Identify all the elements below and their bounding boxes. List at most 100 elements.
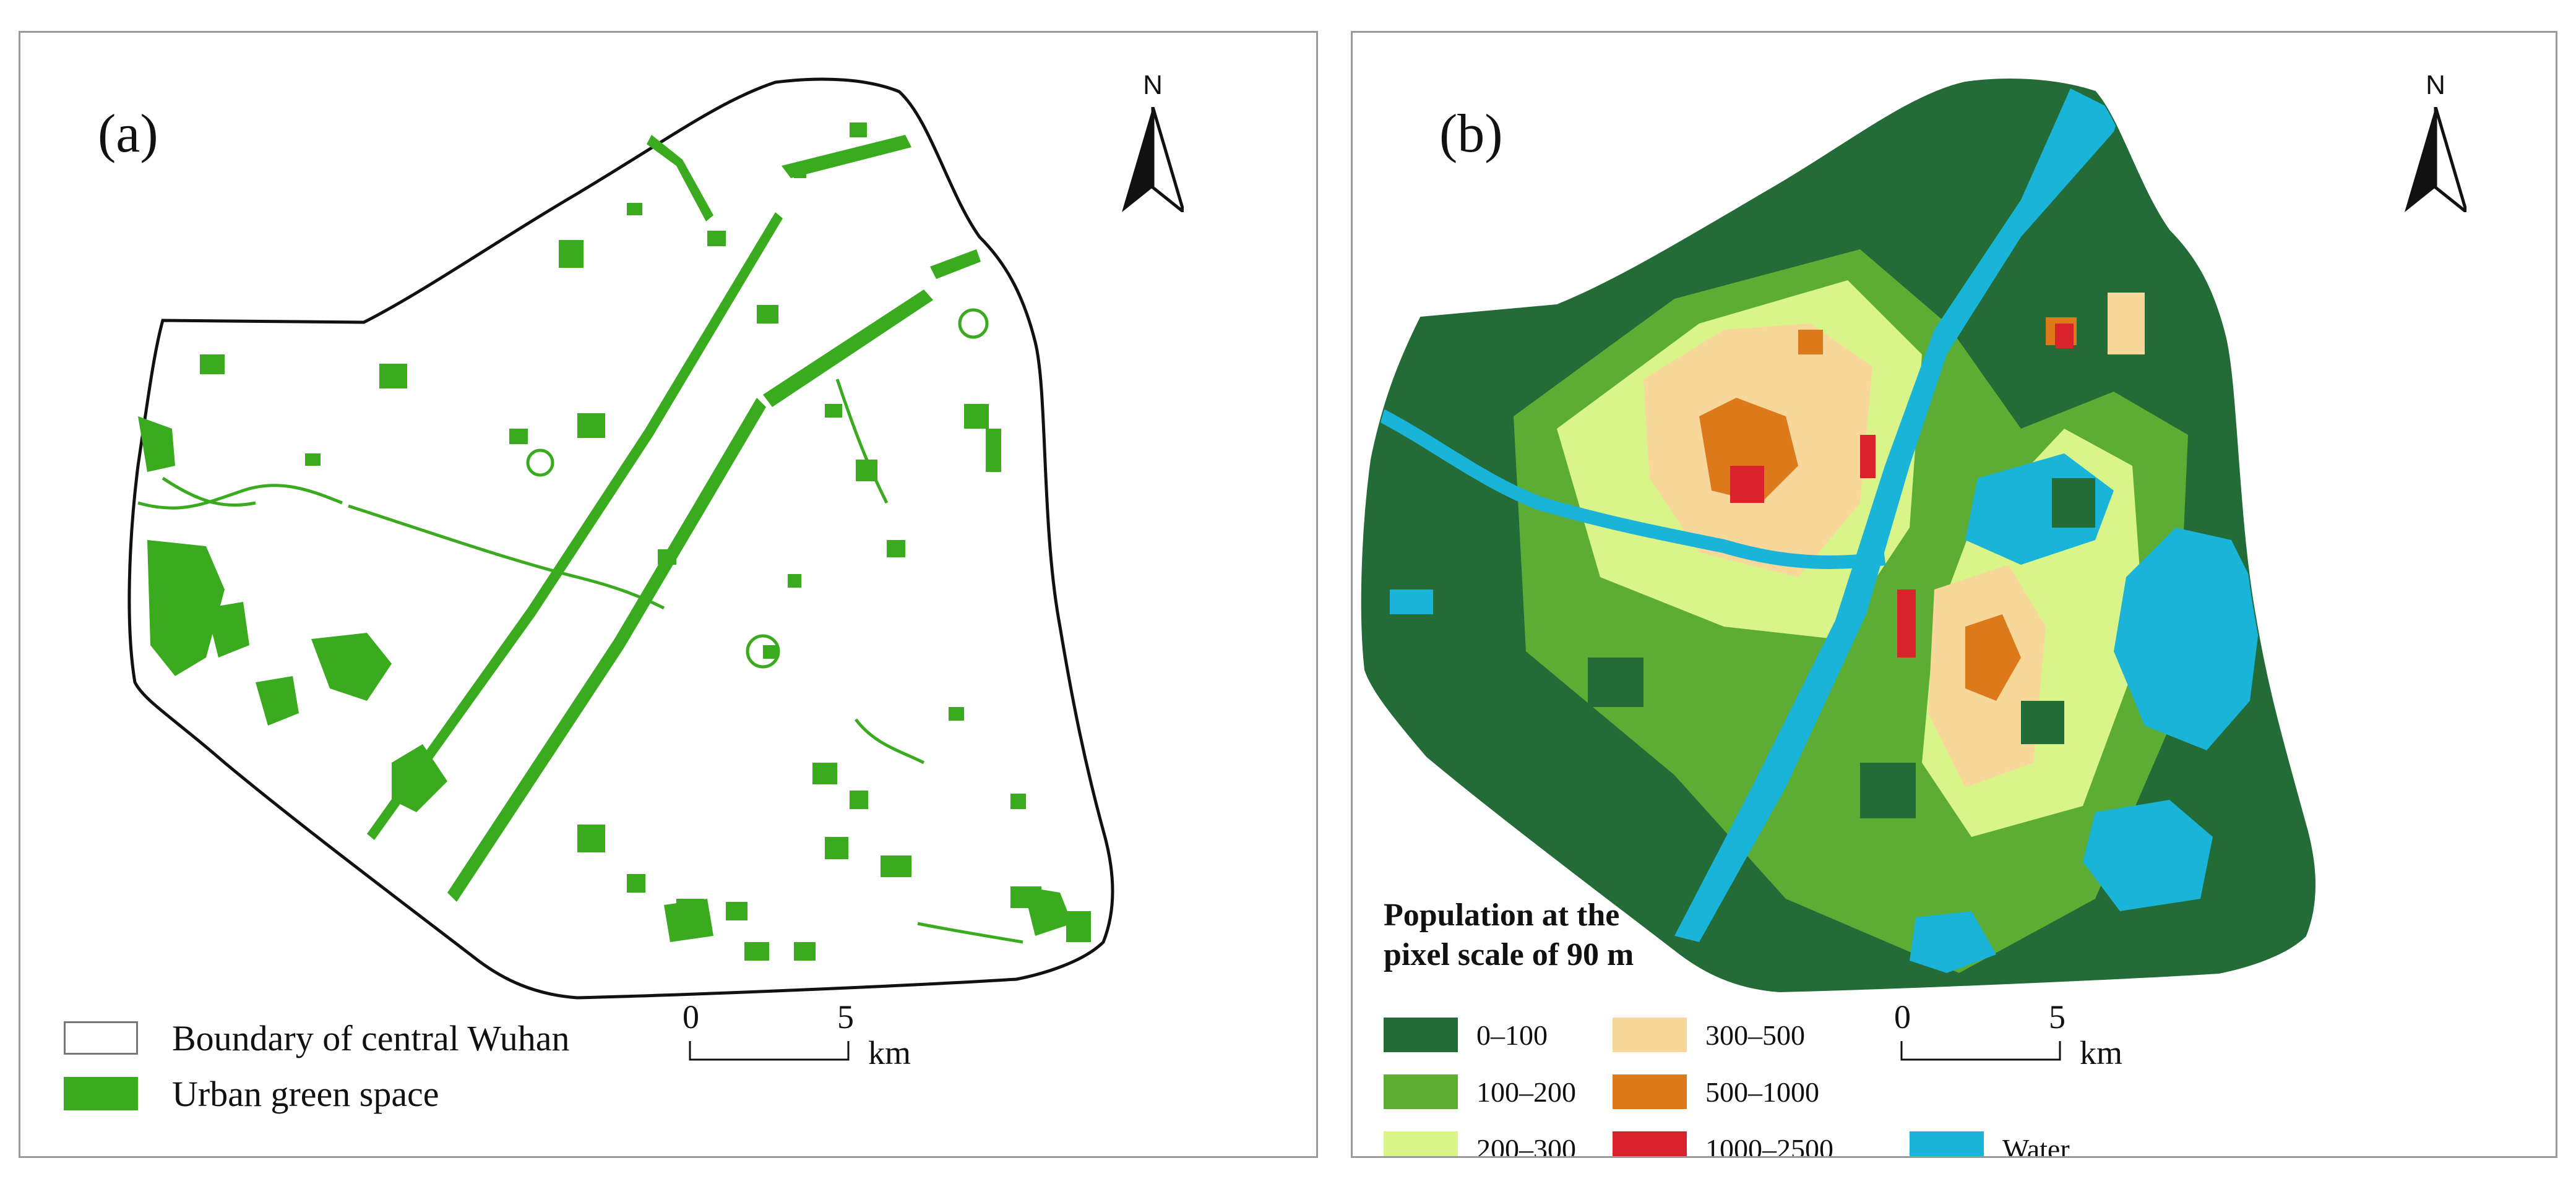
- panel-b: (b) N: [1351, 31, 2557, 1158]
- patch: [664, 899, 713, 942]
- wuhan-boundary: [127, 77, 1114, 1000]
- scale-bar-b: 0 5 km: [1894, 998, 2142, 1097]
- patch: [757, 305, 778, 324]
- patch: [850, 122, 867, 137]
- patch: [256, 676, 299, 726]
- patch: [788, 574, 801, 588]
- green-space-swatch: [64, 1077, 138, 1110]
- water-label: Water: [2002, 1133, 2070, 1158]
- north-label-b: N: [2426, 70, 2445, 100]
- legend-item-class-5: 1000–2500: [1613, 1127, 1833, 1158]
- green-space-patches: [138, 122, 1091, 961]
- patch: [658, 549, 676, 565]
- panel-letter-a: (a): [98, 104, 158, 164]
- patch-west-1: [147, 540, 225, 676]
- patch: [311, 633, 392, 701]
- boundary-swatch: [64, 1021, 138, 1055]
- patch: [763, 645, 778, 659]
- class-swatch: [1384, 1131, 1458, 1156]
- patch: [726, 902, 747, 920]
- patch: [825, 404, 842, 418]
- scale-bar-line-a: [689, 1041, 850, 1061]
- class-label: 100–200: [1476, 1076, 1576, 1108]
- class-label: 300–500: [1705, 1019, 1805, 1051]
- class-swatch: [1384, 1074, 1458, 1109]
- panel-letter-b: (b): [1439, 104, 1503, 164]
- water-swatch: [1910, 1131, 1984, 1156]
- scale-unit-a: km: [868, 1034, 911, 1071]
- scale-bar-a: 0 5 km: [683, 998, 930, 1097]
- legend-item-class-3: 300–500: [1613, 1013, 1805, 1057]
- legend-item-water: Water: [1910, 1127, 2070, 1158]
- patch: [881, 855, 911, 877]
- scale-unit-b: km: [2080, 1034, 2123, 1071]
- patch: [850, 791, 868, 809]
- boundary-label: Boundary of central Wuhan: [172, 1018, 570, 1058]
- corridor-6: [647, 135, 713, 221]
- scale-end-a: 5: [837, 998, 854, 1035]
- legend-item-class-0: 0–100: [1384, 1013, 1548, 1057]
- patch: [825, 837, 848, 859]
- north-arrow-icon: [2405, 107, 2466, 212]
- green-space-map: [127, 77, 1114, 1000]
- class-swatch: [1613, 1074, 1687, 1109]
- class-label: 200–300: [1476, 1133, 1576, 1158]
- class-swatch: [1613, 1018, 1687, 1052]
- panel-a: (a) N: [19, 31, 1318, 1158]
- scale-start-b: 0: [1894, 998, 1911, 1035]
- patch: [1066, 911, 1091, 942]
- legend-item-green-space: Urban green space: [64, 1066, 569, 1121]
- patch: [986, 429, 1001, 472]
- patch: [707, 231, 726, 246]
- population-raster: [1361, 79, 2315, 992]
- green-space-label: Urban green space: [172, 1073, 439, 1114]
- legend-a: Boundary of central Wuhan Urban green sp…: [64, 1010, 569, 1121]
- patch: [305, 453, 321, 466]
- legend-title-line2: pixel scale of 90 m: [1384, 937, 1634, 972]
- patch: [744, 942, 769, 961]
- patch: [200, 354, 225, 374]
- corridor-3: [763, 289, 933, 407]
- corridor-1: [782, 135, 911, 178]
- legend-item-boundary: Boundary of central Wuhan: [64, 1010, 569, 1066]
- legend-item-class-4: 500–1000: [1613, 1070, 1819, 1113]
- patch: [206, 602, 249, 658]
- patch: [1023, 886, 1072, 936]
- class-label: 500–1000: [1705, 1076, 1819, 1108]
- green-space-outlines: [137, 308, 1023, 944]
- patch: [949, 707, 964, 721]
- patch: [887, 540, 905, 557]
- patch: [1010, 794, 1026, 809]
- legend-title-line1: Population at the: [1384, 898, 1620, 933]
- patch: [794, 166, 806, 178]
- patch: [392, 744, 447, 812]
- patch: [627, 203, 642, 215]
- population-map: [1361, 79, 2315, 993]
- scale-start-a: 0: [683, 998, 699, 1035]
- legend-title-b: Population at the pixel scale of 90 m: [1384, 896, 1755, 975]
- class-label: 0–100: [1476, 1019, 1548, 1051]
- north-arrow-a: N: [1116, 70, 1190, 218]
- patch: [794, 942, 816, 961]
- corridor-4: [447, 398, 766, 902]
- legend-item-class-1: 100–200: [1384, 1070, 1576, 1113]
- patch: [577, 413, 605, 438]
- patch: [812, 763, 837, 784]
- class-swatch: [1613, 1131, 1687, 1156]
- scale-bar-line-b: [1900, 1041, 2061, 1061]
- class-label: 1000–2500: [1705, 1133, 1833, 1158]
- corridor-2: [930, 249, 981, 279]
- north-arrow-icon: [1122, 107, 1184, 212]
- patch-west-2: [138, 416, 175, 472]
- north-label-a: N: [1143, 70, 1163, 100]
- scale-end-b: 5: [2049, 998, 2066, 1035]
- class-swatch: [1384, 1018, 1458, 1052]
- patch: [577, 825, 605, 852]
- patch: [559, 240, 584, 268]
- legend-item-class-2: 200–300: [1384, 1127, 1576, 1158]
- patch: [964, 404, 989, 429]
- patch: [627, 874, 645, 893]
- patch: [509, 429, 528, 444]
- north-arrow-b: N: [2398, 70, 2473, 218]
- patch: [379, 364, 407, 388]
